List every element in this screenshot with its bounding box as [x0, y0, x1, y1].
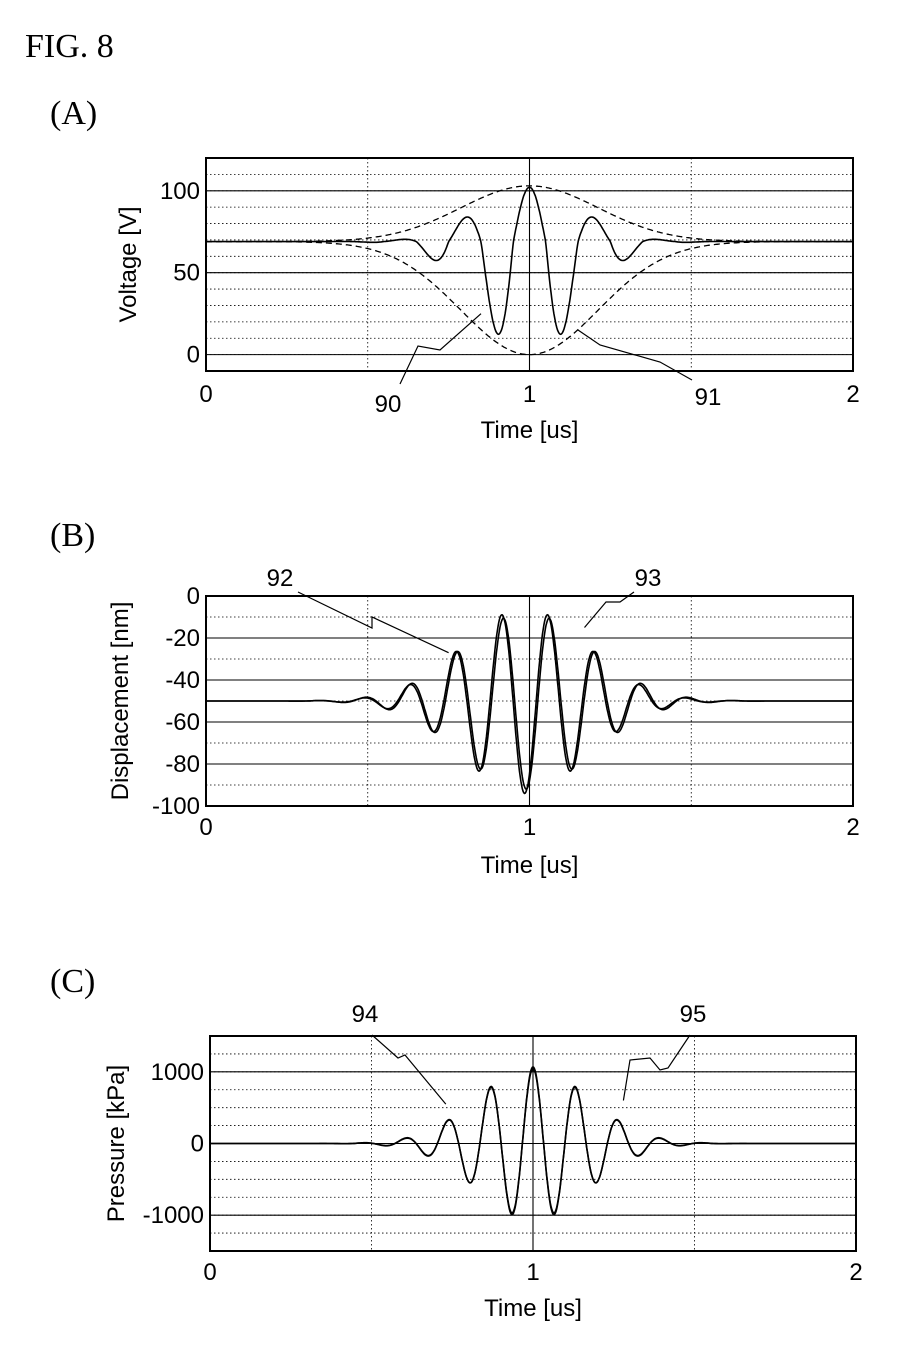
x-axis-title: Time [us]	[484, 1295, 582, 1322]
y-tick-label: -60	[165, 709, 200, 736]
x-tick-label: 0	[199, 814, 212, 841]
series-line-upper-envelope	[206, 185, 853, 243]
chart-panel-a: 0 50 100 0 1 2 Time [us] Voltage [V] 90 91	[115, 157, 860, 444]
x-tick-label: 2	[846, 381, 859, 408]
annotation-leader	[577, 329, 693, 381]
y-tick-label: 0	[187, 342, 200, 369]
y-tick-label: 1000	[151, 1059, 204, 1086]
annotation-label: 94	[352, 1001, 379, 1028]
figure-title: FIG. 8	[25, 28, 114, 65]
series-line-displacement-2	[206, 617, 853, 790]
annotation-leader	[297, 591, 449, 654]
annotation-leader	[399, 313, 482, 385]
annotation-label: 95	[680, 1001, 707, 1028]
y-tick-label: -1000	[143, 1202, 204, 1229]
annotation-leader	[622, 1034, 691, 1101]
y-tick-label: -20	[165, 625, 200, 652]
y-tick-label: -100	[152, 793, 200, 820]
series-line-drive-voltage	[206, 186, 853, 336]
annotation-leader	[584, 591, 635, 628]
annotation-leader	[371, 1034, 447, 1105]
x-tick-label: 2	[846, 814, 859, 841]
series-line-lower-envelope	[206, 240, 853, 356]
y-tick-label: -40	[165, 667, 200, 694]
y-tick-label: 0	[191, 1131, 204, 1158]
y-tick-label: 50	[173, 260, 200, 287]
plot-frame	[205, 157, 854, 372]
y-axis-title: Displacement [nm]	[107, 602, 134, 801]
x-tick-label: 0	[203, 1259, 216, 1286]
y-axis-title: Pressure [kPa]	[103, 1065, 130, 1222]
y-tick-label: -80	[165, 751, 200, 778]
panel-label-a: (A)	[50, 95, 98, 132]
y-tick-label: 100	[160, 178, 200, 205]
series-line-pressure-2	[210, 1068, 856, 1214]
annotation-label: 90	[375, 391, 402, 418]
x-tick-label: 2	[849, 1259, 862, 1286]
panel-label-c: (C)	[50, 963, 96, 1000]
x-tick-label: 1	[523, 381, 536, 408]
x-axis-title: Time [us]	[481, 417, 579, 444]
annotation-label: 92	[267, 565, 294, 592]
x-tick-label: 1	[526, 1259, 539, 1286]
annotation-label: 91	[695, 384, 722, 411]
annotation-label: 93	[635, 565, 662, 592]
y-axis-title: Voltage [V]	[115, 206, 142, 322]
x-tick-label: 1	[523, 814, 536, 841]
x-tick-label: 0	[199, 381, 212, 408]
y-tick-label: 0	[187, 583, 200, 610]
chart-panel-c: 1000 0 -1000 0 1 2 Time [us] Pressure [kPa] 94 95	[103, 1001, 863, 1322]
panel-label-b: (B)	[50, 517, 96, 554]
x-axis-title: Time [us]	[481, 852, 579, 879]
